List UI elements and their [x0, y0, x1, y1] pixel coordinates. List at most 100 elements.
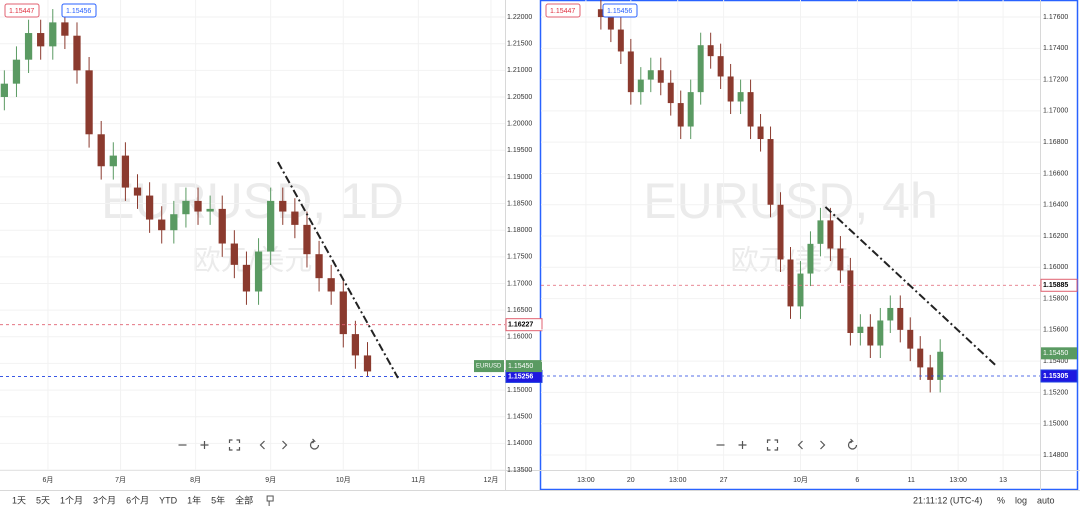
- candle-body: [827, 220, 834, 249]
- compare-icon[interactable]: [266, 495, 274, 506]
- candle-body: [897, 307, 904, 330]
- y-tick-label: 1.15800: [1043, 295, 1068, 302]
- candle-body: [206, 208, 214, 212]
- candle-body: [73, 35, 81, 71]
- scroll-right[interactable]: [282, 440, 288, 450]
- range-button[interactable]: 6个月: [126, 495, 149, 505]
- candle-body: [145, 195, 154, 220]
- watermark-sub: 欧元/美元: [193, 244, 313, 275]
- scale-option[interactable]: log: [1015, 495, 1027, 505]
- toolbar: [0, 490, 1080, 515]
- candle-body: [767, 139, 774, 205]
- range-button[interactable]: 3个月: [93, 495, 116, 505]
- y-tick-label: 1.14000: [507, 440, 532, 447]
- nav-buttons[interactable]: [178, 438, 320, 451]
- x-tick-label: 6月: [42, 476, 53, 484]
- candle-body: [49, 22, 57, 47]
- bid-label: 1.15447: [9, 8, 34, 15]
- price-level-label: 1.15885: [1043, 282, 1068, 289]
- candle-body: [291, 211, 299, 225]
- x-tick-label: 20: [627, 477, 635, 484]
- candle-body: [133, 187, 142, 196]
- x-tick-label: 12月: [484, 476, 499, 484]
- fit[interactable]: [766, 439, 779, 451]
- bid-tag: [545, 3, 581, 18]
- candle-body: [737, 92, 744, 102]
- candle-body: [24, 33, 33, 60]
- candle-body: [230, 243, 238, 265]
- candle-body: [927, 367, 934, 380]
- x-tick-label: 10月: [336, 476, 351, 484]
- x-tick-label: 8月: [190, 476, 201, 484]
- y-tick-label: 1.22000: [507, 14, 532, 21]
- y-tick-label: 1.17000: [507, 280, 532, 287]
- candle-body: [351, 334, 360, 356]
- y-tick-label: 1.16400: [1043, 202, 1068, 209]
- scale-options: % log auto: [997, 495, 1055, 505]
- candle-body: [857, 326, 864, 333]
- ask-tag: [61, 3, 97, 18]
- zoom-in[interactable]: [738, 441, 747, 449]
- y-tick-label: 1.15000: [507, 387, 532, 394]
- scroll-left[interactable]: [797, 440, 803, 450]
- candle-body: [279, 200, 287, 212]
- scroll-left[interactable]: [259, 440, 265, 450]
- range-button[interactable]: 1个月: [60, 495, 83, 505]
- range-button[interactable]: 5年: [211, 494, 225, 505]
- candle-body: [677, 103, 684, 127]
- y-tick-label: 1.17200: [1043, 76, 1068, 83]
- y-tick-label: 1.14800: [1043, 452, 1068, 459]
- range-button[interactable]: 1年: [187, 494, 201, 505]
- y-tick-label: 1.15400: [1043, 358, 1068, 365]
- y-tick-label: 1.16800: [1043, 139, 1068, 146]
- reset[interactable]: [309, 438, 320, 450]
- y-tick-label: 1.16200: [1043, 233, 1068, 240]
- scale-option[interactable]: auto: [1037, 495, 1055, 505]
- candle-body: [787, 259, 794, 307]
- candle-body: [697, 45, 704, 93]
- candle-body: [727, 76, 734, 102]
- candle-body: [121, 155, 130, 188]
- candle-body: [218, 208, 226, 244]
- last-price-label: 1.15450: [508, 363, 533, 370]
- scroll-right[interactable]: [820, 440, 826, 450]
- range-button[interactable]: 1天: [12, 495, 26, 505]
- active-chart-border: [539, 0, 1079, 491]
- x-tick-label: 13:00: [949, 477, 967, 484]
- candle-body: [327, 278, 335, 292]
- range-button[interactable]: YTD: [159, 495, 178, 505]
- candle-body: [12, 59, 21, 84]
- zoom-in[interactable]: [200, 441, 209, 449]
- reset[interactable]: [847, 438, 858, 450]
- candle-body: [0, 83, 8, 97]
- candle-body: [887, 307, 894, 321]
- x-tick-label: 27: [720, 477, 728, 484]
- price-level-label: 1.16227: [508, 322, 533, 329]
- y-tick-label: 1.15200: [1043, 389, 1068, 396]
- candle-body: [267, 200, 275, 252]
- candle-body: [315, 254, 323, 279]
- y-tick-label: 1.19000: [507, 174, 532, 181]
- candle-body: [797, 273, 804, 307]
- x-tick-label: 11: [908, 477, 915, 484]
- last-price-tag: [506, 360, 542, 373]
- range-button[interactable]: 5天: [36, 495, 50, 505]
- candle-body: [847, 270, 854, 333]
- y-tick-label: 1.21500: [507, 41, 532, 48]
- x-tick-label: 13: [999, 477, 1007, 484]
- candle-body: [37, 33, 45, 47]
- nav-buttons[interactable]: [716, 438, 858, 451]
- y-tick-label: 1.17000: [1043, 108, 1068, 115]
- y-tick-label: 1.15000: [1043, 421, 1068, 428]
- price-level-tag: [505, 318, 543, 332]
- price-level-label: 1.15305: [1043, 373, 1068, 380]
- candle-body: [61, 22, 69, 36]
- x-tick-label: 9月: [265, 476, 276, 484]
- x-tick-label: 7月: [115, 476, 126, 484]
- scale-option[interactable]: %: [997, 495, 1005, 505]
- fit[interactable]: [228, 439, 241, 451]
- range-button[interactable]: 全部: [235, 494, 253, 505]
- y-tick-label: 1.16000: [507, 334, 532, 341]
- y-tick-label: 1.17500: [507, 254, 532, 261]
